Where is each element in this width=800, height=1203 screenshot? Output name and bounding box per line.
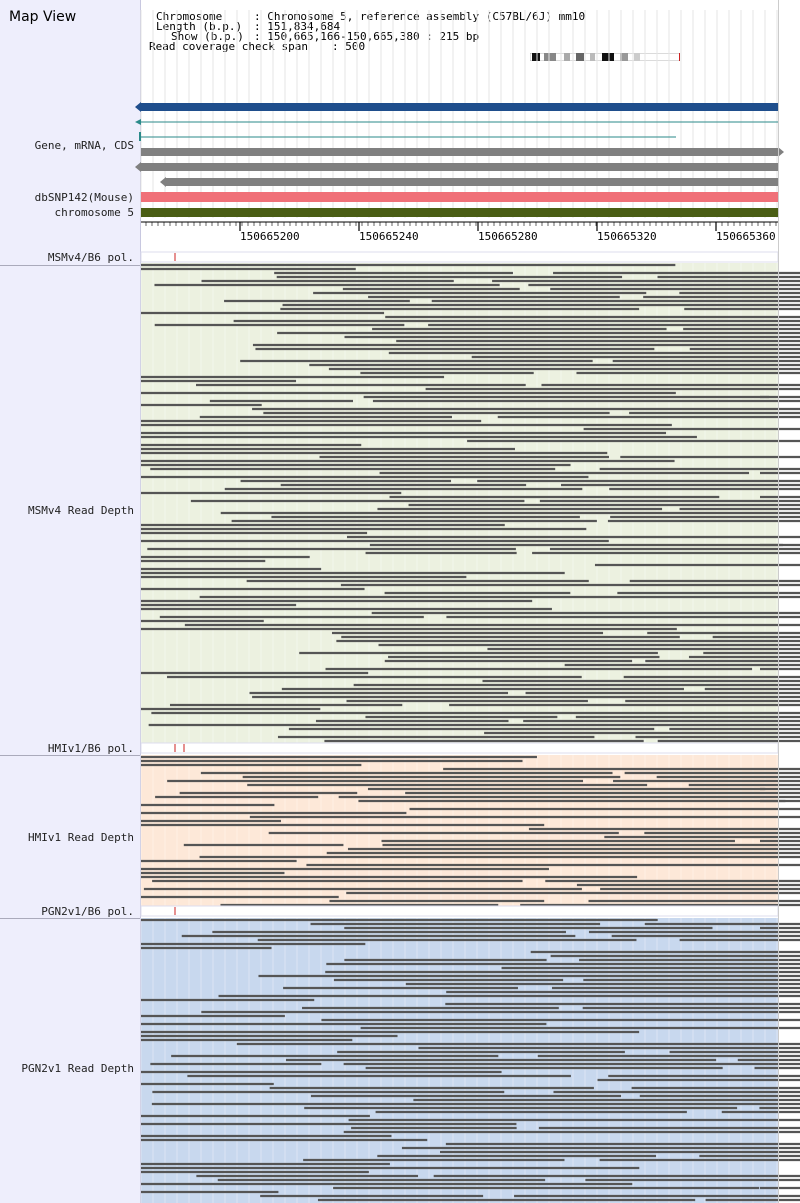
- ruler-tick-label: 150665240: [359, 230, 419, 243]
- coverage-value: : 500: [332, 40, 366, 53]
- chromosome-ideogram[interactable]: [530, 53, 680, 61]
- show-key: Show (b.p.): [171, 30, 244, 43]
- ruler-tick-label: 150665360: [716, 230, 776, 243]
- ruler-tick-label: 150665280: [478, 230, 538, 243]
- track-label-hmi-depth[interactable]: HMIv1 Read Depth: [28, 831, 134, 844]
- gene-feature: [141, 103, 778, 111]
- track-label-dbsnp[interactable]: dbSNP142(Mouse): [34, 191, 134, 204]
- right-border: [778, 0, 779, 1203]
- cds-start: [139, 132, 141, 141]
- chromosome-band: [141, 208, 778, 217]
- track-label-msm-pol[interactable]: MSMv4/B6 pol.: [47, 251, 134, 264]
- track-label-gene[interactable]: Gene, mRNA, CDS: [34, 139, 134, 152]
- cds-arrow: [160, 177, 166, 187]
- ruler-tick-label: 150665200: [240, 230, 300, 243]
- hmi-pol-box: [140, 742, 779, 754]
- page-title: Map View: [9, 9, 77, 25]
- cds-feature: [166, 178, 778, 186]
- divider: [0, 265, 140, 266]
- track-label-chromosome[interactable]: chromosome 5: [54, 206, 134, 219]
- cds-arrow: [778, 147, 784, 157]
- ruler-tick-label: 150665320: [597, 230, 657, 243]
- track-label-panel: [0, 0, 141, 1203]
- track-label-hmi-pol[interactable]: HMIv1/B6 pol.: [47, 742, 134, 755]
- track-label-pgn-depth[interactable]: PGN2v1 Read Depth: [21, 1062, 134, 1075]
- dbsnp-band: [141, 192, 778, 202]
- track-label-msm-depth[interactable]: MSMv4 Read Depth: [28, 504, 134, 517]
- length-value: : 151,834,684: [254, 20, 341, 33]
- gene-arrow: [135, 102, 141, 112]
- track-label-pgn-pol[interactable]: PGN2v1/B6 pol.: [41, 905, 134, 918]
- cds-feature: [141, 163, 778, 171]
- cds-arrow: [135, 162, 141, 172]
- divider: [0, 918, 140, 919]
- msm-depth-background: [141, 263, 778, 743]
- pgn-pol-box: [140, 905, 779, 917]
- mrna-arrow: [135, 119, 141, 125]
- length-key: Length (b.p.): [156, 20, 243, 33]
- divider: [0, 755, 140, 756]
- msm-pol-box: [140, 251, 779, 263]
- coverage-key: Read coverage check span: [149, 40, 308, 53]
- cds-feature: [141, 148, 778, 156]
